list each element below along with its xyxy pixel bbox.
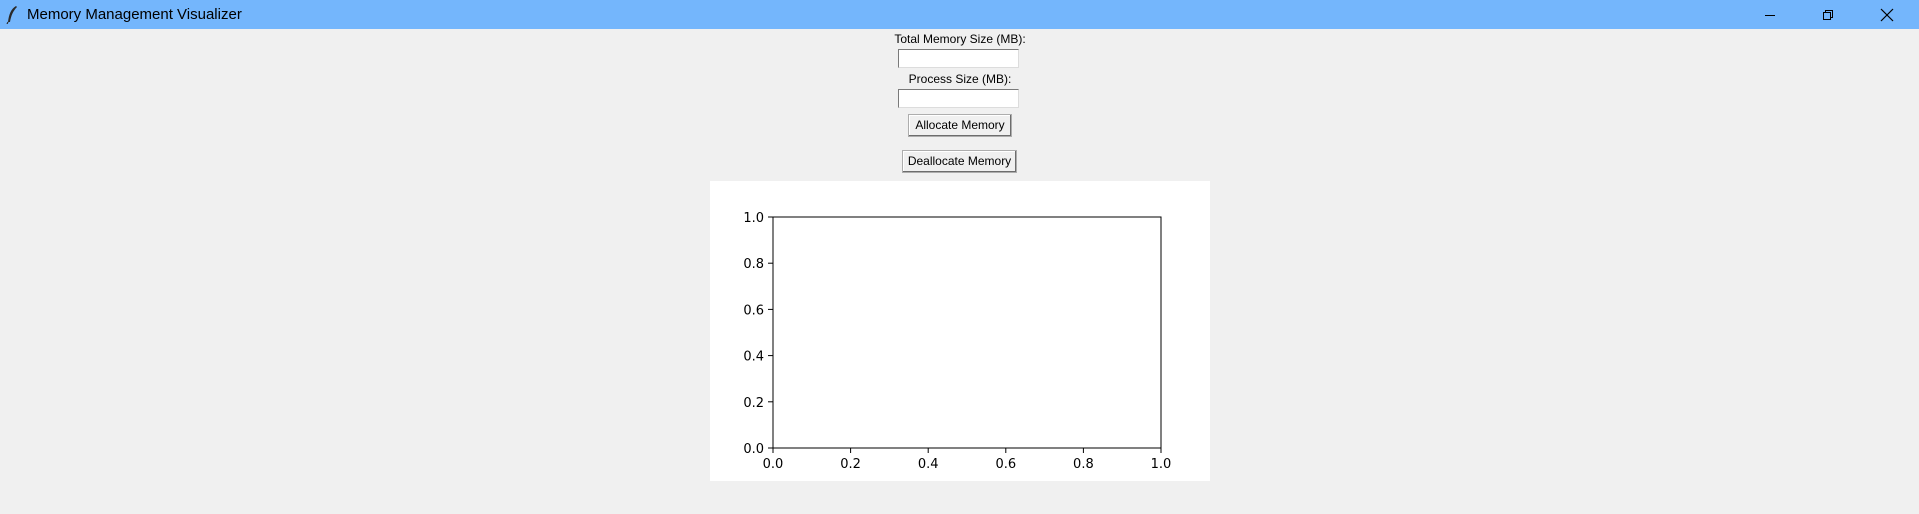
y-tick-label: 0.4 (743, 350, 764, 365)
close-button[interactable] (1858, 0, 1916, 29)
process-size-input[interactable] (898, 89, 1019, 108)
minimize-icon (1765, 14, 1775, 16)
restore-icon (1823, 9, 1833, 20)
window-title: Memory Management Visualizer (27, 6, 242, 23)
y-tick-label: 1.0 (743, 211, 764, 226)
close-icon (1880, 8, 1894, 21)
x-tick-label: 0.4 (918, 457, 939, 472)
x-tick-label: 0.2 (840, 457, 861, 472)
total-memory-input[interactable] (898, 49, 1019, 68)
plot-frame (772, 216, 1162, 449)
y-tick-label: 0.8 (743, 257, 764, 272)
title-bar[interactable]: Memory Management Visualizer (0, 0, 1919, 29)
x-tick-label: 0.8 (1073, 457, 1094, 472)
memory-chart-canvas: 0.0 0.2 0.4 0.6 0.8 1.0 0.0 0.2 0.4 0.6 0.8 1.0 (710, 181, 1210, 481)
memory-chart: 0.0 0.2 0.4 0.6 0.8 1.0 0.0 0.2 0.4 0.6 0.8 1.0 (743, 211, 1172, 472)
deallocate-memory-button[interactable]: Deallocate Memory (902, 150, 1017, 173)
x-tick-label: 0.0 (763, 457, 784, 472)
x-tick-label: 1.0 (1151, 457, 1172, 472)
allocate-memory-button[interactable]: Allocate Memory (908, 114, 1012, 137)
x-tick-label: 0.6 (995, 457, 1016, 472)
minimize-button[interactable] (1741, 0, 1799, 29)
feather-icon (5, 5, 19, 25)
total-memory-label: Total Memory Size (MB): (894, 32, 1026, 46)
process-size-label: Process Size (MB): (908, 72, 1012, 86)
restore-button[interactable] (1799, 0, 1857, 29)
y-tick-label: 0.0 (743, 442, 764, 457)
y-tick-label: 0.6 (743, 303, 764, 318)
y-tick-label: 0.2 (743, 396, 764, 411)
